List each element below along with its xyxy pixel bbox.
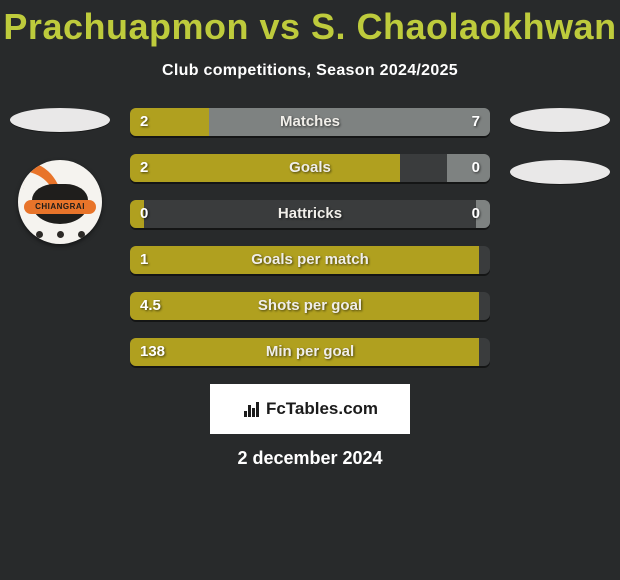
stat-row: 27Matches — [130, 108, 490, 136]
stat-label: Matches — [130, 108, 490, 136]
stat-row: 4.5Shots per goal — [130, 292, 490, 320]
stat-row: 1Goals per match — [130, 246, 490, 274]
player-slot-oval — [510, 108, 610, 132]
stat-label: Goals — [130, 154, 490, 182]
stat-row: 20Goals — [130, 154, 490, 182]
stat-label: Goals per match — [130, 246, 490, 274]
brand-text: FcTables.com — [266, 399, 378, 419]
club-crest: CHIANGRAI — [18, 160, 102, 244]
comparison-stage: CHIANGRAI 27Matches 20Goals 00Hattricks 1Go… — [0, 108, 620, 366]
stat-label: Hattricks — [130, 200, 490, 228]
player-slot-oval — [10, 108, 110, 132]
snapshot-date: 2 december 2024 — [0, 448, 620, 469]
crest-label: CHIANGRAI — [24, 200, 96, 214]
bar-chart-icon — [242, 399, 262, 419]
left-player-col: CHIANGRAI — [5, 108, 115, 244]
subtitle: Club competitions, Season 2024/2025 — [0, 62, 620, 80]
page-title: Prachuapmon vs S. Chaolaokhwan — [0, 0, 620, 48]
player-slot-oval — [510, 160, 610, 184]
right-player-col — [505, 108, 615, 212]
stats-bars: 27Matches 20Goals 00Hattricks 1Goals per ma… — [130, 108, 490, 366]
brand-badge: FcTables.com — [210, 384, 410, 434]
stat-label: Shots per goal — [130, 292, 490, 320]
stat-row: 00Hattricks — [130, 200, 490, 228]
stat-row: 138Min per goal — [130, 338, 490, 366]
stat-label: Min per goal — [130, 338, 490, 366]
